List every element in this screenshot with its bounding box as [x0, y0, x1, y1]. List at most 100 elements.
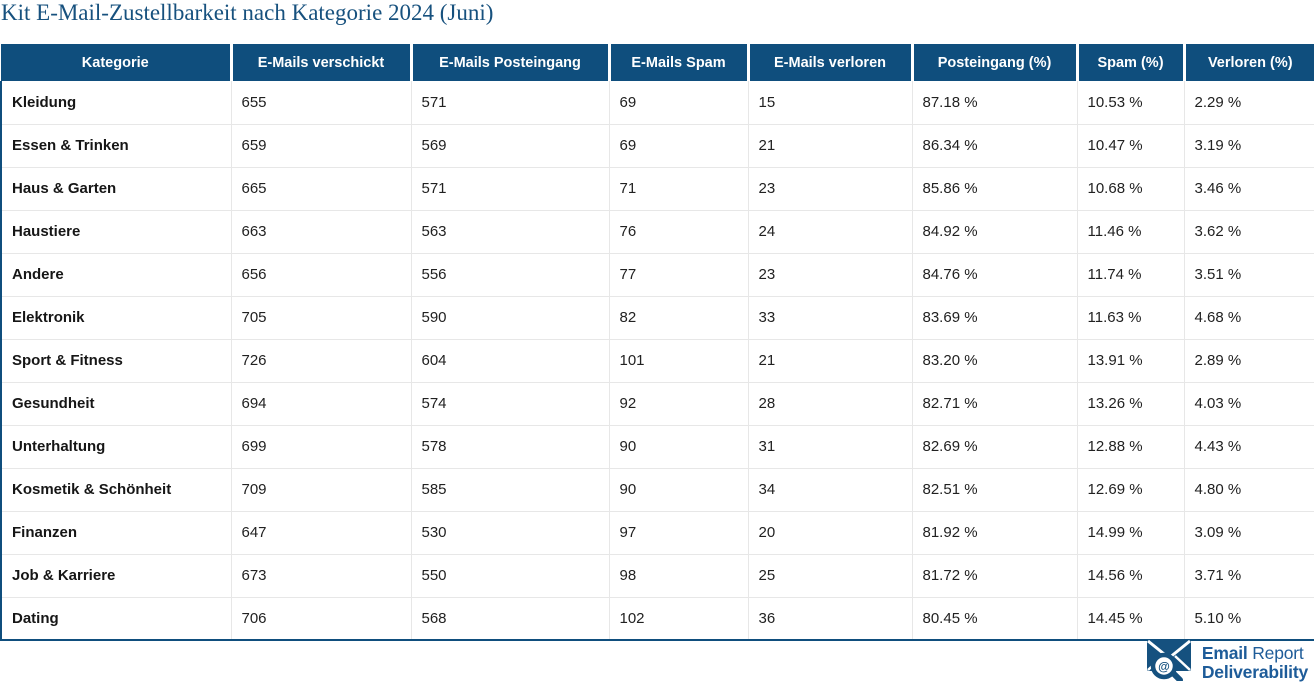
category-cell: Gesundheit	[0, 382, 231, 426]
value-cell: 3.51 %	[1183, 253, 1314, 297]
value-cell: 28	[747, 382, 912, 426]
value-cell: 20	[747, 511, 912, 555]
value-cell: 726	[230, 339, 411, 383]
value-cell: 3.62 %	[1183, 210, 1314, 254]
category-cell: Andere	[0, 253, 231, 297]
value-cell: 21	[747, 339, 912, 383]
brand-logo: @ Email Report Deliverability	[1146, 639, 1308, 686]
email-magnifier-icon: @	[1146, 639, 1195, 686]
deliverability-table: Kategorie E-Mails verschickt E-Mails Pos…	[0, 44, 1314, 641]
value-cell: 86.34 %	[911, 124, 1077, 168]
brand-word-report: Report	[1247, 642, 1304, 663]
value-cell: 24	[747, 210, 912, 254]
value-cell: 4.68 %	[1183, 296, 1314, 340]
value-cell: 90	[608, 468, 748, 512]
value-cell: 14.56 %	[1076, 554, 1184, 598]
table-row: Sport & Fitness 726 604 101 21 83.20 % 13.91 %…	[0, 339, 1314, 383]
category-cell: Haustiere	[0, 210, 231, 254]
page-title: Kit E-Mail-Zustellbarkeit nach Kategorie…	[1, 0, 494, 25]
value-cell: 23	[747, 167, 912, 211]
value-cell: 83.69 %	[911, 296, 1077, 340]
value-cell: 15	[747, 81, 912, 125]
table-row: Gesundheit 694 574 92 28 82.71 % 13.26 % 4.03 %	[0, 382, 1314, 426]
column-header-kategorie: Kategorie	[1, 44, 231, 81]
brand-word-deliverability: Deliverability	[1201, 661, 1308, 682]
value-cell: 82.69 %	[911, 425, 1077, 469]
value-cell: 34	[747, 468, 912, 512]
value-cell: 556	[410, 253, 609, 297]
value-cell: 23	[747, 253, 912, 297]
category-cell: Dating	[0, 597, 231, 641]
table-row: Haustiere 663 563 76 24 84.92 % 11.46 % 3.62 %	[0, 210, 1314, 254]
value-cell: 77	[608, 253, 748, 297]
column-header-spam-pct: Spam (%)	[1075, 44, 1184, 81]
value-cell: 13.91 %	[1076, 339, 1184, 383]
value-cell: 530	[410, 511, 609, 555]
table-row: Kosmetik & Schönheit 709 585 90 34 82.51 % 12.…	[0, 468, 1314, 512]
value-cell: 578	[410, 425, 609, 469]
value-cell: 71	[608, 167, 748, 211]
value-cell: 10.68 %	[1076, 167, 1184, 211]
value-cell: 550	[410, 554, 609, 598]
brand-word-email: Email	[1201, 642, 1248, 663]
value-cell: 12.69 %	[1076, 468, 1184, 512]
table-row: Finanzen 647 530 97 20 81.92 % 14.99 % 3.09 %	[0, 511, 1314, 555]
value-cell: 571	[410, 167, 609, 211]
column-header-verloren: E-Mails verloren	[746, 44, 912, 81]
value-cell: 647	[230, 511, 411, 555]
value-cell: 84.76 %	[911, 253, 1077, 297]
value-cell: 11.63 %	[1076, 296, 1184, 340]
value-cell: 92	[608, 382, 748, 426]
value-cell: 709	[230, 468, 411, 512]
value-cell: 83.20 %	[911, 339, 1077, 383]
value-cell: 4.03 %	[1183, 382, 1314, 426]
column-header-spam: E-Mails Spam	[607, 44, 748, 81]
value-cell: 568	[410, 597, 609, 641]
category-cell: Kleidung	[0, 81, 231, 125]
table-row: Essen & Trinken 659 569 69 21 86.34 % 10.47 % 3…	[0, 124, 1314, 168]
table-row: Elektronik 705 590 82 33 83.69 % 11.63 % 4.68 %	[0, 296, 1314, 340]
value-cell: 4.80 %	[1183, 468, 1314, 512]
value-cell: 585	[410, 468, 609, 512]
value-cell: 25	[747, 554, 912, 598]
value-cell: 11.74 %	[1076, 253, 1184, 297]
value-cell: 5.10 %	[1183, 597, 1314, 641]
table-row: Unterhaltung 699 578 90 31 82.69 % 12.88 % 4.43…	[0, 425, 1314, 469]
brand-logo-text: Email Report Deliverability	[1201, 642, 1308, 682]
value-cell: 69	[608, 81, 748, 125]
value-cell: 14.99 %	[1076, 511, 1184, 555]
category-cell: Elektronik	[0, 296, 231, 340]
category-cell: Essen & Trinken	[0, 124, 231, 168]
value-cell: 699	[230, 425, 411, 469]
column-header-posteingang: E-Mails Posteingang	[409, 44, 609, 81]
value-cell: 13.26 %	[1076, 382, 1184, 426]
value-cell: 11.46 %	[1076, 210, 1184, 254]
category-cell: Sport & Fitness	[0, 339, 231, 383]
value-cell: 3.19 %	[1183, 124, 1314, 168]
value-cell: 81.72 %	[911, 554, 1077, 598]
value-cell: 33	[747, 296, 912, 340]
column-header-posteingang-pct: Posteingang (%)	[910, 44, 1077, 81]
value-cell: 673	[230, 554, 411, 598]
value-cell: 69	[608, 124, 748, 168]
value-cell: 102	[608, 597, 748, 641]
value-cell: 80.45 %	[911, 597, 1077, 641]
value-cell: 82.51 %	[911, 468, 1077, 512]
value-cell: 665	[230, 167, 411, 211]
value-cell: 90	[608, 425, 748, 469]
value-cell: 82.71 %	[911, 382, 1077, 426]
value-cell: 2.29 %	[1183, 81, 1314, 125]
category-cell: Haus & Garten	[0, 167, 231, 211]
table-row: Andere 656 556 77 23 84.76 % 11.74 % 3.51 %	[0, 253, 1314, 297]
value-cell: 659	[230, 124, 411, 168]
svg-text:@: @	[1158, 660, 1170, 674]
value-cell: 694	[230, 382, 411, 426]
value-cell: 705	[230, 296, 411, 340]
value-cell: 656	[230, 253, 411, 297]
value-cell: 21	[747, 124, 912, 168]
category-cell: Job & Karriere	[0, 554, 231, 598]
value-cell: 82	[608, 296, 748, 340]
table-row: Kleidung 655 571 69 15 87.18 % 10.53 % 2.29 %	[0, 81, 1314, 125]
column-header-verschickt: E-Mails verschickt	[229, 44, 411, 81]
value-cell: 663	[230, 210, 411, 254]
